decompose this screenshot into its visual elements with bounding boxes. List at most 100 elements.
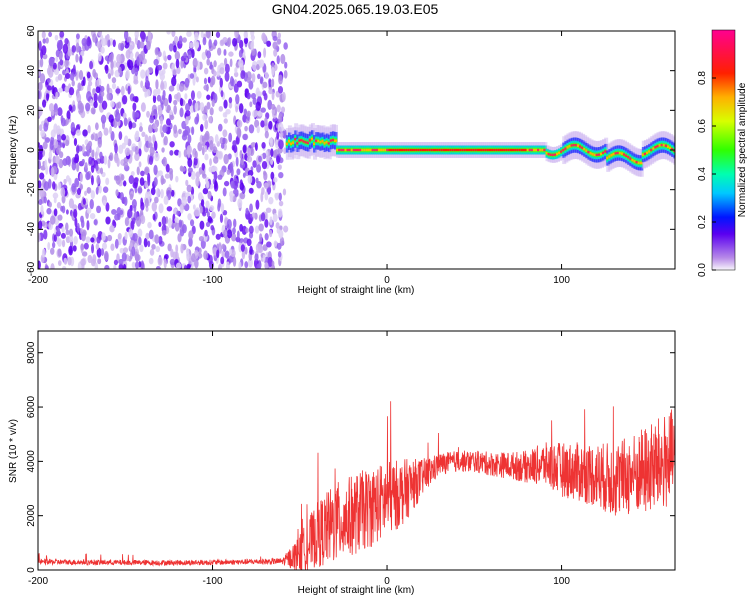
- spectrogram-noise-cell: [235, 105, 239, 113]
- spectrogram-noise-cell: [191, 126, 195, 136]
- spectrogram-noise-cell: [276, 242, 282, 250]
- colorbar-tick-label: 0.4: [697, 167, 708, 181]
- spectrogram-noise-cell: [278, 139, 284, 150]
- spectrogram-noise-cell: [128, 175, 135, 185]
- spectrogram-noise-cell: [203, 133, 209, 141]
- spectrogram-band-core: [635, 161, 639, 164]
- spectrogram-noise-cell: [52, 62, 57, 70]
- spectrogram-noise-cell: [260, 212, 266, 222]
- spectrogram-noise-cell: [123, 135, 129, 146]
- spectrogram-noise-cell: [159, 116, 163, 125]
- spectrogram-noise-cell: [153, 177, 158, 187]
- spectrogram-noise-cell: [102, 242, 108, 250]
- spectrogram-noise-cell: [136, 56, 140, 66]
- spectrogram-noise-cell: [220, 142, 225, 149]
- spectrogram-noise-cell: [194, 41, 200, 49]
- spectrogram-noise-cell: [224, 63, 230, 74]
- spectrogram-noise-cell: [153, 140, 158, 151]
- spectrogram-band-core: [461, 148, 465, 152]
- spectrogram-noise-cell: [42, 99, 47, 108]
- spectrogram-noise-cell: [155, 245, 161, 253]
- spectrogram-noise-cell: [248, 225, 254, 234]
- spectrogram-noise-cell: [233, 144, 238, 153]
- spectrogram-noise-cell: [71, 183, 76, 193]
- spectrogram-noise-cell: [170, 189, 175, 197]
- spectrogram-band-core: [587, 150, 591, 154]
- spectrogram-noise-cell: [45, 37, 49, 44]
- spectrogram-noise-cell: [140, 50, 146, 61]
- spectrogram-noise-cell: [184, 77, 190, 88]
- spectrogram-band-core: [595, 153, 599, 157]
- spectrogram-noise-cell: [250, 31, 255, 38]
- spectrogram-noise-cell: [160, 188, 164, 199]
- spectrogram-noise-cell: [170, 248, 174, 258]
- spectrogram-band-core: [361, 148, 365, 152]
- spectrogram-noise-cell: [109, 126, 112, 135]
- spectrogram-noise-cell: [93, 100, 98, 109]
- spectrogram-noise-cell: [226, 37, 231, 48]
- spectrogram-noise-cell: [214, 179, 218, 190]
- spectrogram-noise-cell: [125, 49, 131, 60]
- spectrogram-noise-cell: [166, 206, 173, 212]
- spectrogram-noise-cell: [262, 81, 268, 89]
- spectrogram-noise-cell: [123, 196, 128, 206]
- spectrogram-noise-cell: [231, 78, 235, 87]
- spectrogram-noise-cell: [81, 158, 85, 165]
- spectrogram-noise-cell: [209, 205, 215, 212]
- spectrogram-noise-cell: [245, 207, 249, 215]
- spectrogram-band-core: [430, 148, 434, 152]
- spectrogram-noise-cell: [39, 172, 45, 180]
- spectrogram-xtick-label: 100: [553, 275, 570, 286]
- spectrogram-noise-cell: [217, 202, 221, 212]
- spectrogram-noise-cell: [141, 131, 146, 137]
- spectrogram-noise-cell: [276, 38, 282, 45]
- spectrogram-noise-cell: [41, 45, 47, 56]
- spectrogram-noise-cell: [204, 153, 209, 161]
- spectrogram-noise-cell: [120, 42, 125, 51]
- spectrogram-noise-cell: [219, 213, 224, 224]
- spectrogram-noise-cell: [234, 67, 238, 74]
- spectrogram-noise-cell: [46, 92, 50, 101]
- spectrogram-noise-cell: [83, 242, 89, 250]
- spectrogram-noise-cell: [212, 146, 218, 154]
- spectrogram-noise-cell: [93, 93, 98, 103]
- spectrogram-band-core: [618, 151, 623, 155]
- spectrogram-noise-cell: [134, 177, 139, 183]
- spectrogram-noise-cell: [52, 241, 56, 249]
- spectrogram-xtick-label: -100: [203, 275, 223, 286]
- spectrogram-noise-cell: [134, 111, 140, 118]
- spectrogram-noise-cell: [248, 187, 254, 194]
- spectrogram-noise-cell: [90, 175, 94, 186]
- spectrogram-noise-cell: [268, 88, 273, 95]
- spectrogram-band-core: [384, 148, 388, 152]
- spectrogram-noise-cell: [160, 132, 165, 138]
- spectrogram-noise-cell: [194, 150, 198, 159]
- spectrogram-noise-cell: [118, 258, 124, 265]
- spectrogram-noise-cell: [103, 127, 109, 136]
- spectrogram-noise-cell: [82, 197, 86, 205]
- spectrogram-noise-cell: [97, 131, 103, 138]
- spectrogram-noise-cell: [112, 39, 116, 48]
- spectrogram-noise-cell: [72, 64, 76, 75]
- spectrogram-noise-cell: [38, 199, 43, 206]
- spectrogram-noise-cell: [136, 166, 140, 176]
- spectrogram-noise-cell: [269, 216, 273, 226]
- spectrogram-ylabel: Frequency (Hz): [8, 116, 19, 185]
- spectrogram-noise-cell: [178, 128, 182, 135]
- spectrogram-noise-cell: [65, 117, 69, 125]
- spectrogram-noise-cell: [62, 69, 66, 76]
- spectrogram-noise-cell: [174, 50, 181, 61]
- spectrogram-noise-cell: [100, 247, 105, 256]
- spectrogram-noise-cell: [130, 171, 135, 177]
- spectrogram-noise-cell: [228, 96, 233, 104]
- spectrogram-noise-cell: [65, 209, 69, 215]
- spectrogram-noise-cell: [84, 162, 88, 170]
- spectrogram-ytick-label: 20: [26, 104, 37, 116]
- spectrogram-noise-cell: [255, 199, 260, 210]
- spectrogram-noise-cell: [136, 39, 141, 50]
- spectrogram-noise-cell: [238, 59, 244, 68]
- spectrogram-band-core: [528, 148, 532, 152]
- spectrogram-noise-cell: [46, 207, 52, 215]
- spectrogram-noise-cell: [190, 90, 195, 101]
- spectrogram-noise-cell: [262, 90, 267, 97]
